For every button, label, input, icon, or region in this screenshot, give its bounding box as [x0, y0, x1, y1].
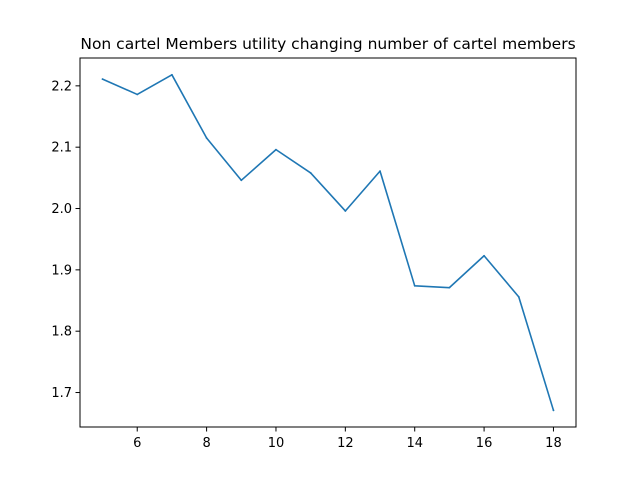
data-point: [552, 409, 555, 412]
data-point: [171, 73, 173, 76]
x-tick-label: 8: [202, 436, 210, 451]
data-point: [309, 172, 312, 174]
series-line: [101, 74, 555, 412]
x-tick-label: 12: [337, 436, 354, 451]
data-point: [413, 284, 416, 287]
data-point: [517, 295, 520, 298]
x-axis: 6 8 10 12 14 16 18: [133, 427, 562, 451]
y-tick-label: 1.7: [51, 386, 72, 401]
y-tick-label: 2.0: [51, 202, 72, 217]
data-point: [101, 78, 104, 80]
data-point: [379, 170, 381, 173]
x-tick-label: 10: [268, 436, 285, 451]
x-tick-label: 16: [476, 436, 493, 451]
data-point: [275, 148, 277, 151]
series-layer: [101, 73, 555, 412]
x-tick-label: 6: [133, 436, 141, 451]
x-tick-label: 18: [545, 436, 562, 451]
data-point: [240, 179, 243, 182]
chart-title: Non cartel Members utility changing numb…: [80, 35, 575, 53]
data-point: [344, 210, 347, 212]
data-point: [483, 254, 485, 257]
y-axis: 1.7 1.8 1.9 2.0 2.1 2.2: [51, 79, 80, 401]
x-tick-label: 14: [406, 436, 423, 451]
y-tick-label: 1.9: [51, 263, 72, 278]
data-point: [136, 93, 139, 96]
y-tick-label: 2.2: [51, 79, 72, 94]
y-tick-label: 1.8: [51, 325, 72, 340]
plot-area-frame: [79, 57, 577, 428]
data-point: [205, 137, 208, 139]
y-tick-label: 2.1: [51, 141, 72, 156]
data-point: [448, 286, 451, 289]
